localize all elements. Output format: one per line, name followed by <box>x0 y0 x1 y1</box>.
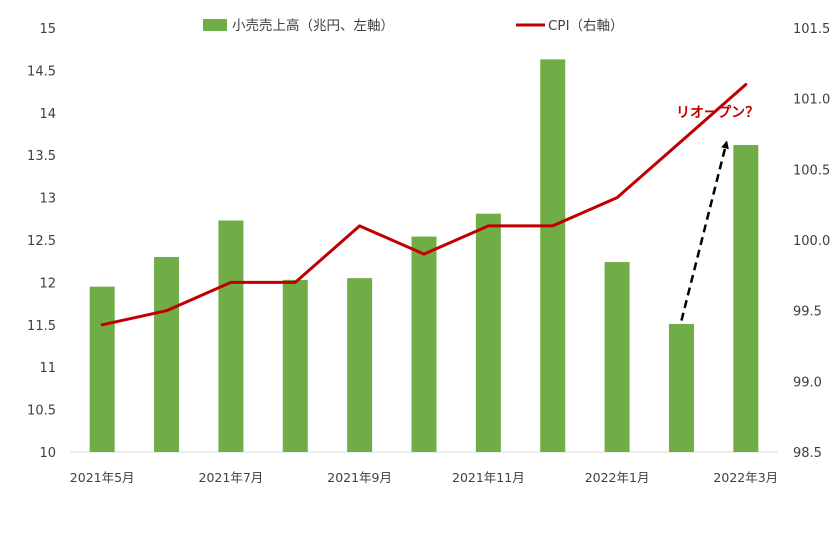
x-tick-label: 2021年5月 <box>70 470 135 485</box>
left-tick-label: 10.5 <box>27 404 56 419</box>
legend-bar-swatch <box>203 19 227 31</box>
right-tick-label: 99.0 <box>793 375 822 390</box>
bar <box>282 279 308 452</box>
right-tick-label: 100.0 <box>793 234 830 249</box>
bar <box>733 145 759 453</box>
left-tick-label: 11.5 <box>27 319 56 334</box>
x-tick-label: 2021年9月 <box>327 470 392 485</box>
x-tick-label: 2021年7月 <box>199 470 264 485</box>
right-tick-label: 100.5 <box>793 163 830 178</box>
bar-series <box>89 59 759 453</box>
right-tick-label: 98.5 <box>793 446 822 461</box>
bar <box>347 278 373 452</box>
left-tick-label: 12.5 <box>27 234 56 249</box>
annotation-text: リオープン？ <box>676 105 759 121</box>
left-tick-label: 13 <box>39 192 56 207</box>
left-tick-label: 14 <box>39 107 56 122</box>
right-tick-label: 101.5 <box>793 22 830 37</box>
right-axis-ticks: 98.5 99.0 99.5 100.0 100.5 101.0 101.5 <box>793 22 830 461</box>
right-tick-label: 101.0 <box>793 93 830 108</box>
left-axis-ticks: 10 10.5 11 11.5 12 12.5 13 13.5 14 14.5 15 <box>27 22 56 461</box>
annotation-arrow <box>680 140 729 321</box>
bar <box>668 323 694 452</box>
left-tick-label: 13.5 <box>27 149 56 164</box>
bar <box>475 213 501 452</box>
left-tick-label: 15 <box>39 22 56 37</box>
bar <box>218 220 244 452</box>
left-tick-label: 11 <box>39 361 56 376</box>
legend-bar-label: 小売売上高（兆円、左軸） <box>232 17 394 34</box>
x-tick-label: 2022年1月 <box>585 470 650 485</box>
legend-line-label: CPI（右軸） <box>548 18 624 34</box>
x-tick-label: 2021年11月 <box>452 470 525 485</box>
bar <box>604 262 630 452</box>
left-tick-label: 10 <box>39 446 56 461</box>
cpi-line <box>100 83 748 327</box>
bar <box>154 256 180 452</box>
x-tick-label: 2022年3月 <box>713 470 778 485</box>
right-tick-label: 99.5 <box>793 305 822 320</box>
bar <box>411 236 437 452</box>
left-tick-label: 14.5 <box>27 64 56 79</box>
x-axis-ticks: 2021年5月 2021年7月 2021年9月 2021年11月 2022年1月 2022… <box>70 470 778 485</box>
legend: 小売売上高（兆円、左軸） CPI（右軸） <box>203 17 624 34</box>
bar <box>540 59 566 452</box>
left-tick-label: 12 <box>39 276 56 291</box>
bar <box>89 286 115 452</box>
